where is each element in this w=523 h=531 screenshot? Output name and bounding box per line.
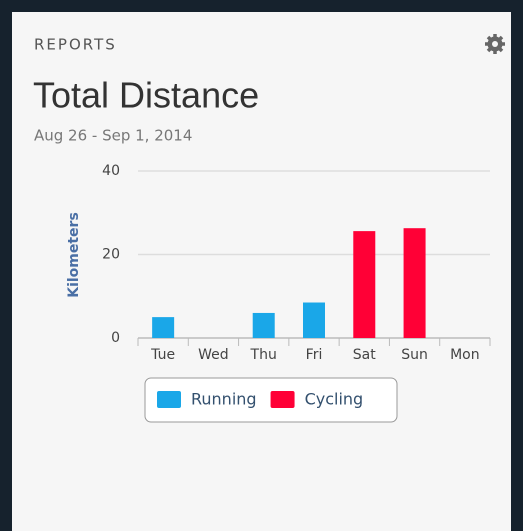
bar: [403, 228, 426, 338]
legend-swatch: [157, 391, 181, 408]
section-label: REPORTS: [34, 36, 117, 54]
legend-label: Cycling: [305, 390, 364, 409]
bar: [353, 231, 376, 338]
y-tick-label: 20: [102, 247, 120, 263]
bar: [303, 302, 325, 338]
settings-icon[interactable]: [485, 34, 505, 54]
x-tick-label: Thu: [250, 347, 277, 363]
x-tick-label: Tue: [150, 347, 175, 363]
bar: [152, 317, 175, 338]
x-tick-label: Sat: [353, 347, 376, 363]
bar: [252, 312, 275, 338]
y-tick-label: 40: [102, 163, 120, 179]
chart-subtitle: Aug 26 - Sep 1, 2014: [34, 127, 192, 145]
chart-title: Total Distance: [33, 75, 259, 116]
legend-swatch: [270, 391, 295, 408]
x-tick-label: Sun: [401, 347, 428, 363]
x-tick-label: Wed: [198, 347, 229, 363]
y-axis-label: Kilometers: [66, 212, 82, 298]
card: [12, 12, 511, 531]
y-tick-label: 0: [111, 330, 120, 346]
x-tick-label: Mon: [450, 347, 480, 363]
x-tick-label: Fri: [306, 347, 323, 363]
legend-label: Running: [191, 390, 257, 409]
